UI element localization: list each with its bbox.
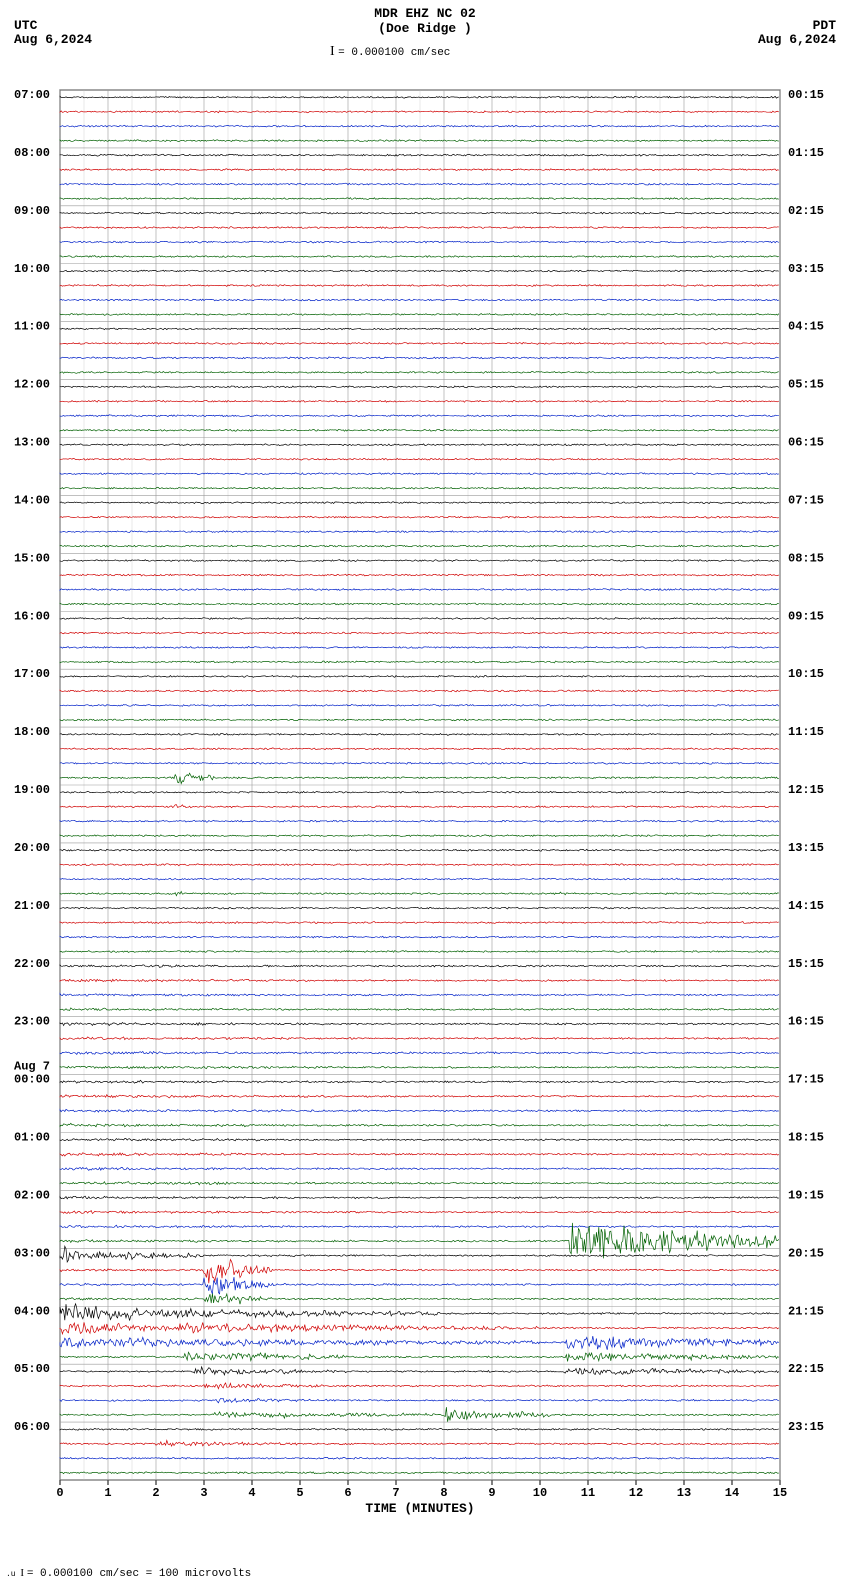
svg-text:3: 3 <box>200 1486 207 1500</box>
svg-text:02:15: 02:15 <box>788 204 824 218</box>
svg-text:2: 2 <box>152 1486 159 1500</box>
svg-text:14:00: 14:00 <box>14 493 50 507</box>
svg-text:01:15: 01:15 <box>788 146 824 160</box>
svg-text:11: 11 <box>581 1486 595 1500</box>
svg-text:10:15: 10:15 <box>788 667 824 681</box>
seismogram-svg: 0123456789101112131415TIME (MINUTES)07:0… <box>0 0 850 1584</box>
svg-text:04:00: 04:00 <box>14 1304 50 1318</box>
svg-text:22:15: 22:15 <box>788 1362 824 1376</box>
svg-text:15:15: 15:15 <box>788 957 824 971</box>
svg-text:05:15: 05:15 <box>788 378 824 392</box>
svg-text:15:00: 15:00 <box>14 551 50 565</box>
svg-text:19:00: 19:00 <box>14 783 50 797</box>
svg-text:6: 6 <box>344 1486 351 1500</box>
svg-text:5: 5 <box>296 1486 303 1500</box>
svg-text:17:00: 17:00 <box>14 667 50 681</box>
svg-text:03:15: 03:15 <box>788 262 824 276</box>
svg-text:02:00: 02:00 <box>14 1188 50 1202</box>
svg-text:21:00: 21:00 <box>14 899 50 913</box>
svg-text:4: 4 <box>248 1486 255 1500</box>
svg-text:23:15: 23:15 <box>788 1420 824 1434</box>
svg-text:00:15: 00:15 <box>788 88 824 102</box>
footnote-text: = 0.000100 cm/sec = 100 microvolts <box>27 1568 251 1580</box>
svg-text:15: 15 <box>773 1486 787 1500</box>
svg-text:04:15: 04:15 <box>788 320 824 334</box>
svg-text:07:00: 07:00 <box>14 88 50 102</box>
svg-text:11:00: 11:00 <box>14 320 50 334</box>
svg-text:20:00: 20:00 <box>14 841 50 855</box>
svg-text:08:15: 08:15 <box>788 551 824 565</box>
svg-text:06:00: 06:00 <box>14 1420 50 1434</box>
seismogram-page: MDR EHZ NC 02 (Doe Ridge ) I = 0.000100 … <box>0 0 850 1584</box>
svg-text:16:00: 16:00 <box>14 609 50 623</box>
svg-text:TIME (MINUTES): TIME (MINUTES) <box>365 1501 474 1516</box>
svg-text:1: 1 <box>104 1486 111 1500</box>
svg-text:9: 9 <box>488 1486 495 1500</box>
svg-text:09:00: 09:00 <box>14 204 50 218</box>
svg-text:20:15: 20:15 <box>788 1246 824 1260</box>
svg-text:06:15: 06:15 <box>788 436 824 450</box>
svg-text:01:00: 01:00 <box>14 1131 50 1145</box>
footnote: .u I = 0.000100 cm/sec = 100 microvolts <box>6 1567 251 1580</box>
svg-text:12:00: 12:00 <box>14 378 50 392</box>
svg-text:14: 14 <box>725 1486 739 1500</box>
svg-text:12: 12 <box>629 1486 643 1500</box>
svg-text:03:00: 03:00 <box>14 1246 50 1260</box>
svg-text:11:15: 11:15 <box>788 725 824 739</box>
svg-text:23:00: 23:00 <box>14 1015 50 1029</box>
svg-text:21:15: 21:15 <box>788 1304 824 1318</box>
svg-text:07:15: 07:15 <box>788 493 824 507</box>
svg-text:00:00: 00:00 <box>14 1073 50 1087</box>
svg-text:0: 0 <box>56 1486 63 1500</box>
svg-text:8: 8 <box>440 1486 447 1500</box>
svg-text:10:00: 10:00 <box>14 262 50 276</box>
svg-text:7: 7 <box>392 1486 399 1500</box>
svg-text:19:15: 19:15 <box>788 1188 824 1202</box>
svg-text:13: 13 <box>677 1486 691 1500</box>
svg-text:14:15: 14:15 <box>788 899 824 913</box>
svg-text:Aug 7: Aug 7 <box>14 1060 50 1074</box>
svg-text:18:15: 18:15 <box>788 1131 824 1145</box>
svg-text:08:00: 08:00 <box>14 146 50 160</box>
svg-text:13:15: 13:15 <box>788 841 824 855</box>
svg-text:10: 10 <box>533 1486 547 1500</box>
svg-text:12:15: 12:15 <box>788 783 824 797</box>
svg-text:16:15: 16:15 <box>788 1015 824 1029</box>
svg-text:05:00: 05:00 <box>14 1362 50 1376</box>
svg-text:22:00: 22:00 <box>14 957 50 971</box>
svg-text:18:00: 18:00 <box>14 725 50 739</box>
svg-text:09:15: 09:15 <box>788 609 824 623</box>
svg-text:13:00: 13:00 <box>14 436 50 450</box>
svg-text:17:15: 17:15 <box>788 1073 824 1087</box>
